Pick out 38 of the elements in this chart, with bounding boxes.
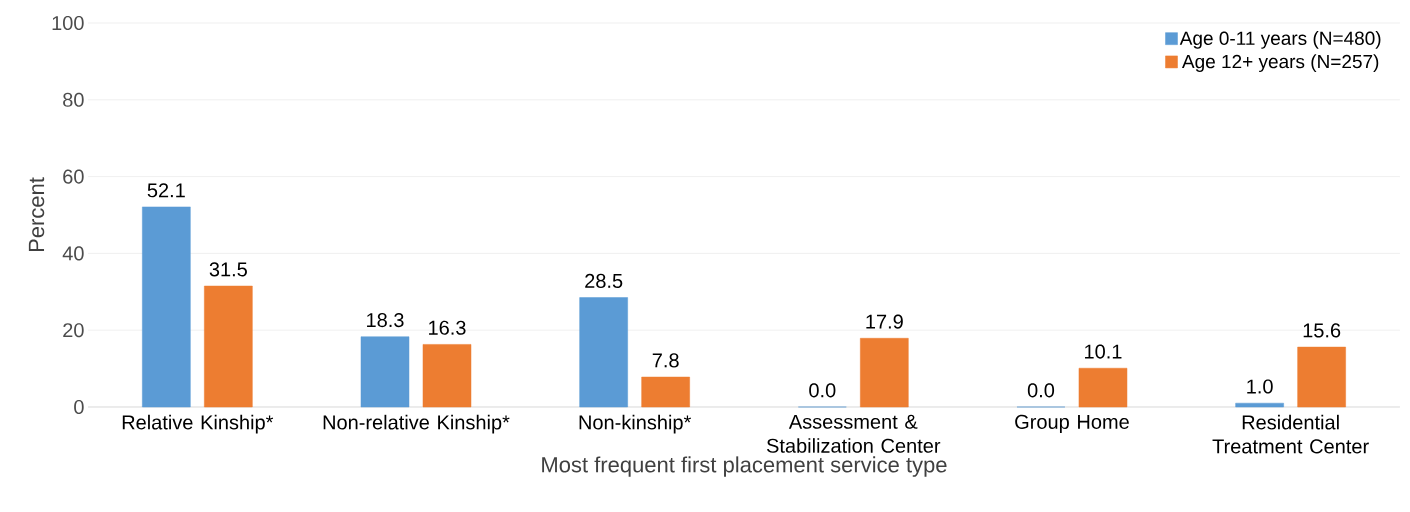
bar bbox=[1078, 367, 1128, 408]
data-label: 31.5 bbox=[209, 262, 247, 277]
bar bbox=[641, 376, 690, 408]
data-label: 17.9 bbox=[866, 314, 903, 329]
data-label: 18.3 bbox=[367, 312, 404, 328]
x-tick-label: Residential Treatment Center bbox=[1212, 414, 1369, 454]
data-label: 1.0 bbox=[1247, 379, 1273, 394]
bar bbox=[422, 344, 472, 408]
y-axis-title: Percent bbox=[28, 177, 45, 252]
bar bbox=[1235, 402, 1284, 408]
bar bbox=[204, 285, 253, 408]
x-tick-label: Relative Kinship* bbox=[122, 414, 274, 434]
bar bbox=[579, 297, 628, 408]
legend-label: Age 12+ years (N=257) bbox=[1181, 54, 1379, 73]
y-tick-label: 20 bbox=[63, 323, 84, 338]
x-tick-label: Assessment & Stabilization Center bbox=[766, 414, 941, 453]
y-tick-label: 100 bbox=[52, 15, 84, 31]
bar bbox=[142, 206, 191, 408]
data-label: 28.5 bbox=[585, 273, 623, 288]
y-tick-label: 80 bbox=[63, 92, 84, 107]
bar bbox=[1297, 346, 1346, 408]
data-label: 7.8 bbox=[652, 353, 679, 368]
y-tick-label: 60 bbox=[63, 169, 84, 184]
data-label: 0.0 bbox=[1027, 383, 1055, 398]
data-label: 0.0 bbox=[809, 383, 836, 398]
y-tick-label: 40 bbox=[62, 246, 84, 261]
x-tick-label: Group Home bbox=[1015, 414, 1129, 433]
x-tick-label: Non-relative Kinship* bbox=[323, 414, 510, 434]
data-label: 15.6 bbox=[1303, 323, 1341, 338]
data-label: 16.3 bbox=[429, 320, 466, 335]
x-axis-title: Most frequent first placement service type bbox=[542, 456, 947, 477]
y-tick-label: 0 bbox=[74, 399, 84, 415]
bar bbox=[360, 336, 410, 408]
bar bbox=[860, 338, 909, 408]
legend-label: Age 0-11 years (N=480) bbox=[1179, 31, 1381, 49]
data-label: 52.1 bbox=[147, 183, 185, 198]
x-tick-label: Non-kinship* bbox=[579, 414, 692, 434]
data-label: 10.1 bbox=[1085, 344, 1122, 359]
